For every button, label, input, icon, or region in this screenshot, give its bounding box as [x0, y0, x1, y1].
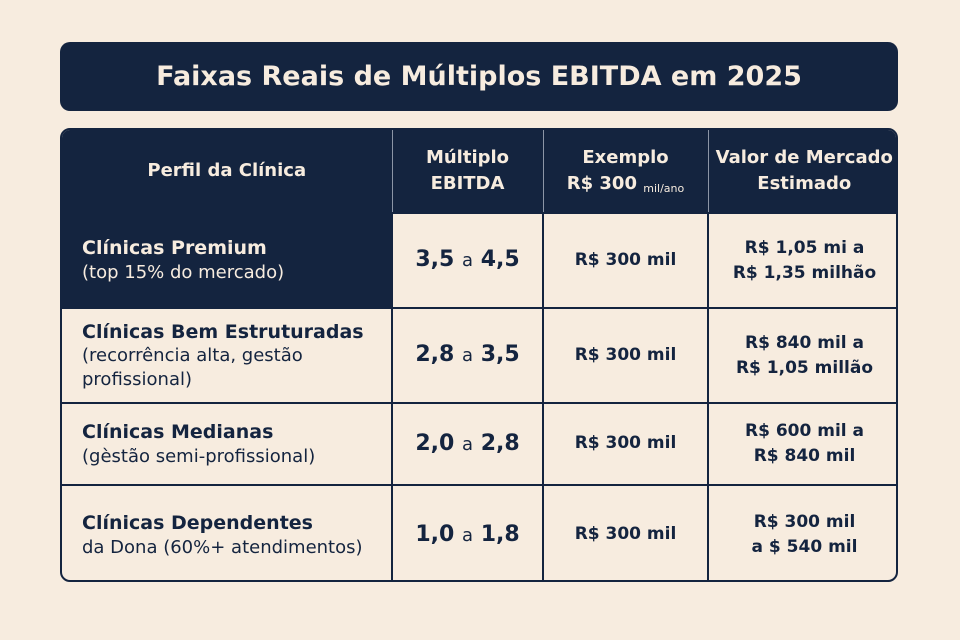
ebitda-multiples-table: Perfil da Clínica Múltiplo EBITDA Exempl…	[60, 128, 898, 582]
market-value-cell: R$ 1,05 mi a R$ 1,35 milhão	[707, 212, 896, 309]
multiple-cell: 2,0 a 2,8	[391, 402, 544, 486]
profile-cell: Clínicas Premium (top 15% do mercado)	[62, 212, 393, 309]
profile-name: Clínicas Medianas	[82, 420, 274, 443]
profile-name: Clínicas Dependentes	[82, 511, 313, 534]
profile-cell: Clínicas Medianas (gèstão semi-profissio…	[62, 402, 393, 486]
table-row: Clínicas Bem Estruturadas (recorrência a…	[62, 307, 896, 404]
page-title: Faixas Reais de Múltiplos EBITDA em 2025	[156, 61, 802, 92]
profile-desc: (top 15% do mercado)	[82, 262, 285, 284]
profile-cell: Clínicas Bem Estruturadas (recorrência a…	[62, 307, 393, 404]
example-cell: R$ 300 mil	[542, 484, 709, 580]
header-market-value: Valor de Mercado Estimado	[707, 130, 896, 214]
multiple-cell: 2,8 a 3,5	[391, 307, 544, 404]
profile-desc: (gèstão semi-profissional)	[82, 445, 316, 467]
header-example: Exemplo R$ 300 mil/ano	[542, 130, 709, 214]
market-value-cell: R$ 840 mil a R$ 1,05 millão	[707, 307, 896, 404]
example-cell: R$ 300 mil	[542, 402, 709, 486]
title-banner: Faixas Reais de Múltiplos EBITDA em 2025	[60, 42, 898, 111]
header-profile: Perfil da Clínica	[62, 130, 393, 214]
table-row: Clínicas Premium (top 15% do mercado) 3,…	[62, 212, 896, 309]
profile-name: Clínicas Premium	[82, 237, 267, 260]
multiple-cell: 3,5 a 4,5	[391, 212, 544, 309]
example-cell: R$ 300 mil	[542, 307, 709, 404]
market-value-cell: R$ 300 mil a $ 540 mil	[707, 484, 896, 580]
profile-name: Clínicas Bem Estruturadas	[82, 320, 364, 343]
example-cell: R$ 300 mil	[542, 212, 709, 309]
header-multiple: Múltiplo EBITDA	[391, 130, 544, 214]
profile-desc: (recorrência alta, gestão profissional)	[82, 345, 303, 390]
profile-cell: Clínicas Dependentes da Dona (60%+ atend…	[62, 484, 393, 580]
table-row: Clínicas Medianas (gèstão semi-profissio…	[62, 402, 896, 486]
table-row: Clínicas Dependentes da Dona (60%+ atend…	[62, 484, 896, 580]
profile-desc: da Dona (60%+ atendimentos)	[82, 536, 363, 558]
multiple-cell: 1,0 a 1,8	[391, 484, 544, 580]
header-example-unit: mil/ano	[643, 182, 685, 195]
market-value-cell: R$ 600 mil a R$ 840 mil	[707, 402, 896, 486]
table-header-row: Perfil da Clínica Múltiplo EBITDA Exempl…	[62, 130, 896, 214]
